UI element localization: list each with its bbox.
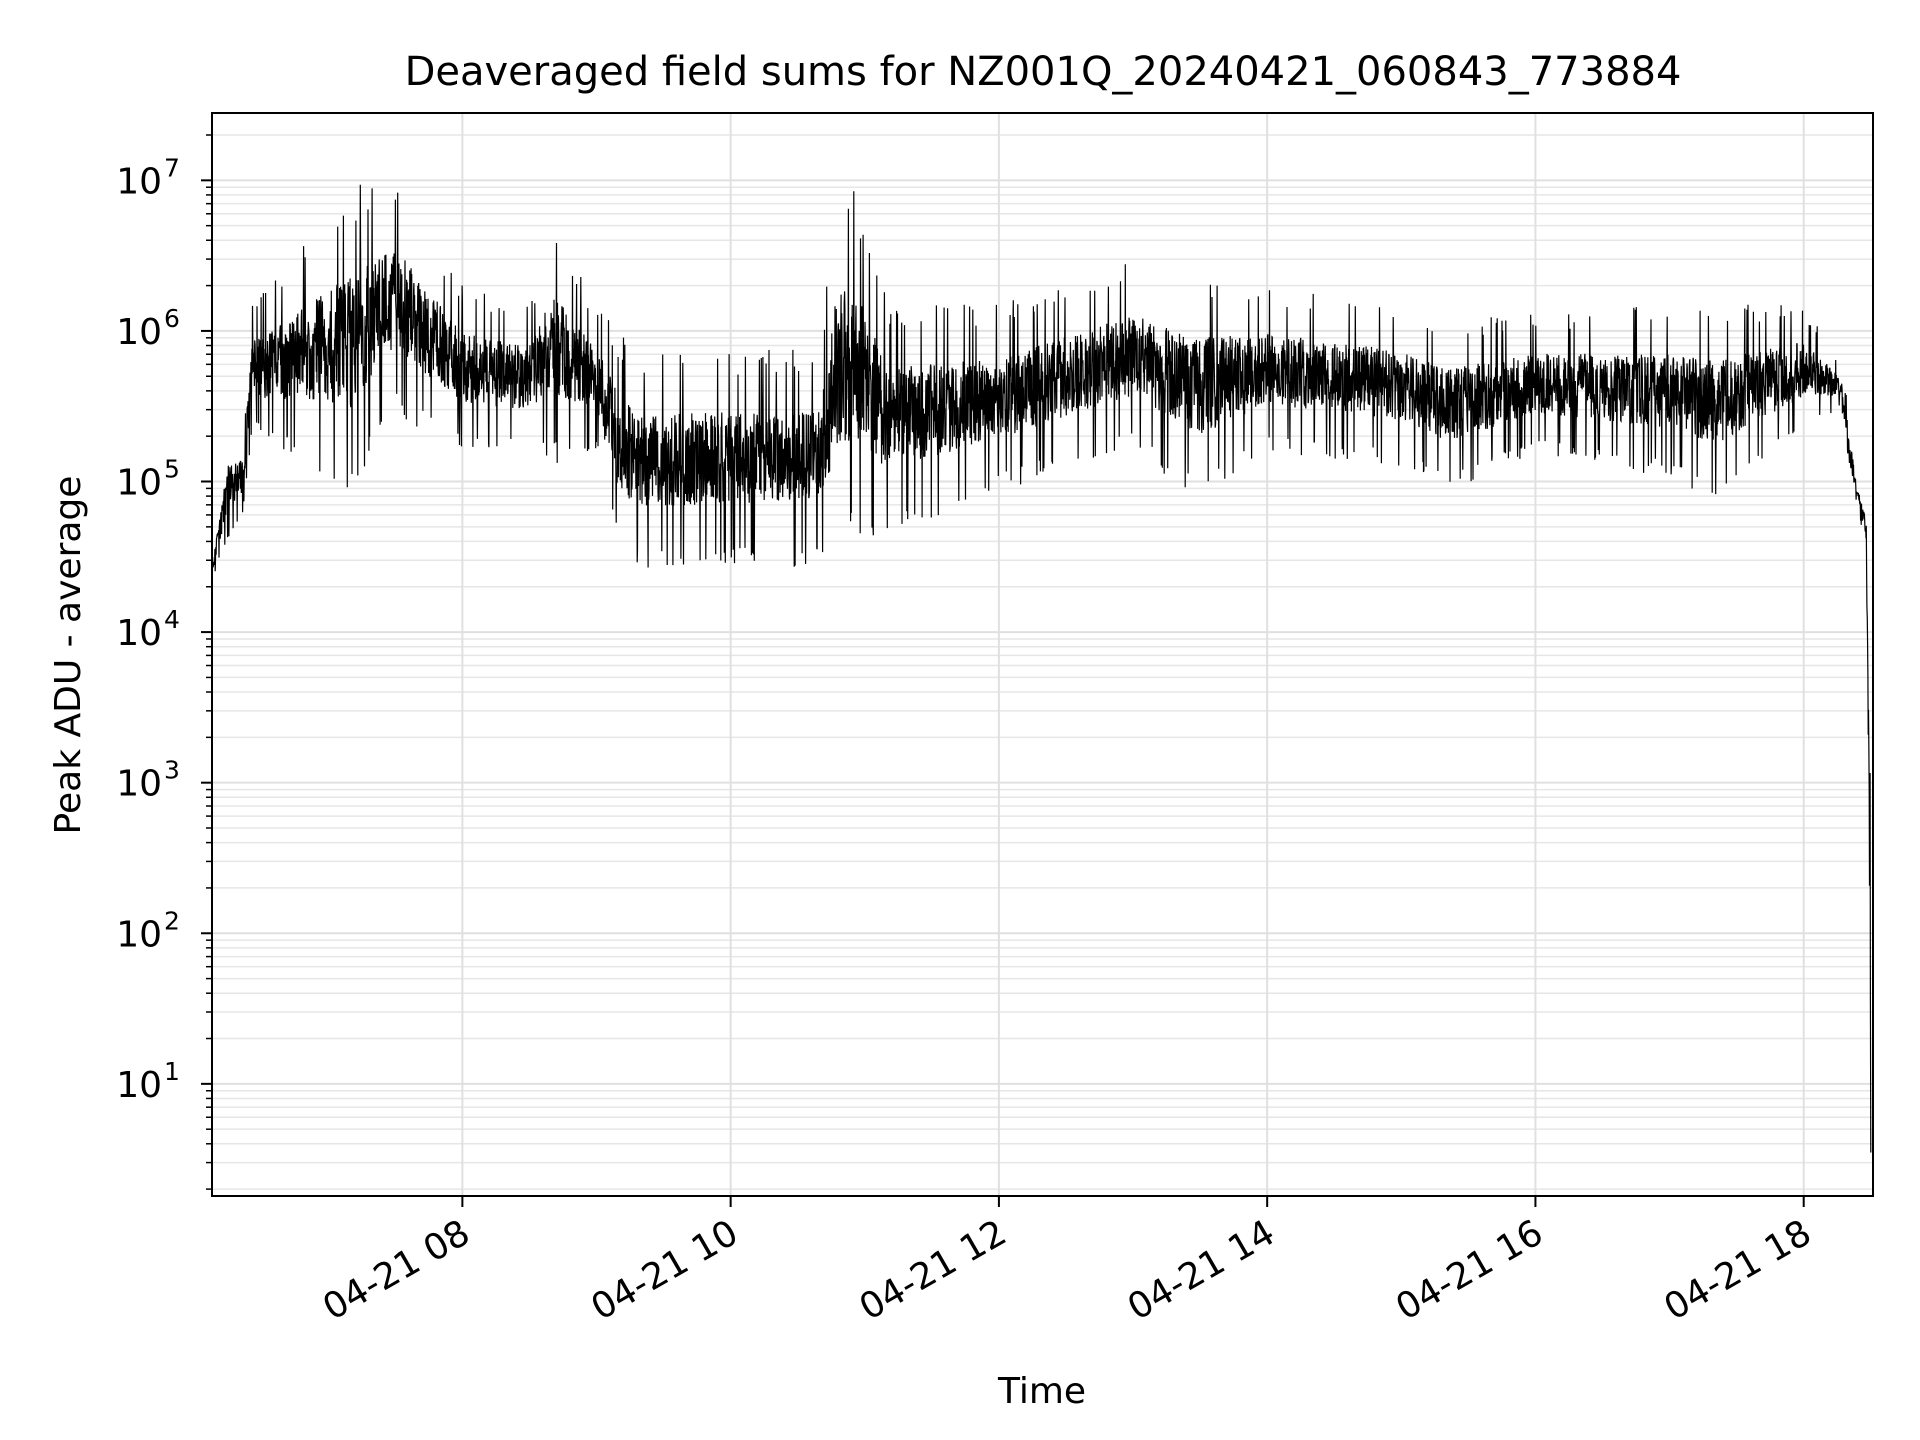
y-tick-label: 10 xyxy=(116,463,162,504)
y-tick-exponent: 4 xyxy=(164,605,180,634)
chart-title: Deaveraged field sums for NZ001Q_2024042… xyxy=(405,49,1682,95)
y-tick-label: 10 xyxy=(116,914,162,955)
y-tick-label: 10 xyxy=(116,312,162,353)
y-tick-exponent: 6 xyxy=(164,304,180,333)
y-tick-exponent: 3 xyxy=(164,756,180,785)
data-series-line xyxy=(211,184,1872,1153)
y-axis-label: Peak ADU - average xyxy=(48,476,89,835)
y-tick-exponent: 1 xyxy=(164,1057,180,1086)
y-tick-label: 10 xyxy=(116,613,162,654)
y-tick-exponent: 2 xyxy=(164,906,180,935)
y-tick-label: 10 xyxy=(116,161,162,202)
x-axis-label: Time xyxy=(997,1371,1086,1412)
y-tick-label: 10 xyxy=(116,1065,162,1106)
grid-group xyxy=(212,113,1873,1196)
plot-frame xyxy=(211,112,1874,1197)
y-tick-label: 10 xyxy=(116,764,162,805)
y-tick-exponent: 5 xyxy=(164,455,180,484)
y-tick-exponent: 7 xyxy=(164,153,180,182)
